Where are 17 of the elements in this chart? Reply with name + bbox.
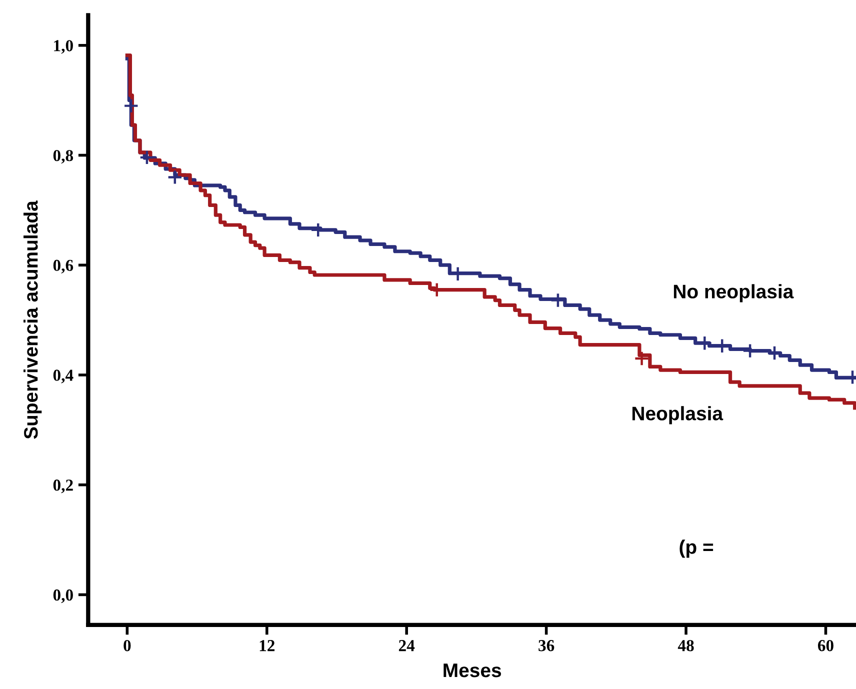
- x-tick-label: 36: [538, 640, 554, 652]
- x-tick-label: 48: [678, 640, 694, 652]
- y-axis-title: Supervivencia acumulada: [24, 200, 42, 439]
- y-tick-label: 0,0: [53, 589, 73, 604]
- y-tick-label: 1,0: [54, 40, 73, 54]
- series-label: Neoplasia: [632, 406, 724, 424]
- x-tick-label: 24: [398, 640, 415, 652]
- x-tick-label: 12: [260, 640, 274, 652]
- y-tick-label: 0,8: [53, 150, 74, 164]
- y-tick-label: 0,6: [53, 260, 74, 274]
- x-tick-label: 0: [124, 640, 131, 652]
- series-label: No neoplasia: [674, 284, 794, 302]
- annotation: (p =: [680, 540, 714, 558]
- x-axis-title: Meses: [444, 664, 502, 678]
- y-tick-label: 0,4: [53, 370, 74, 384]
- y-tick-label: 0,2: [53, 480, 73, 494]
- x-tick-label: 60: [818, 640, 834, 652]
